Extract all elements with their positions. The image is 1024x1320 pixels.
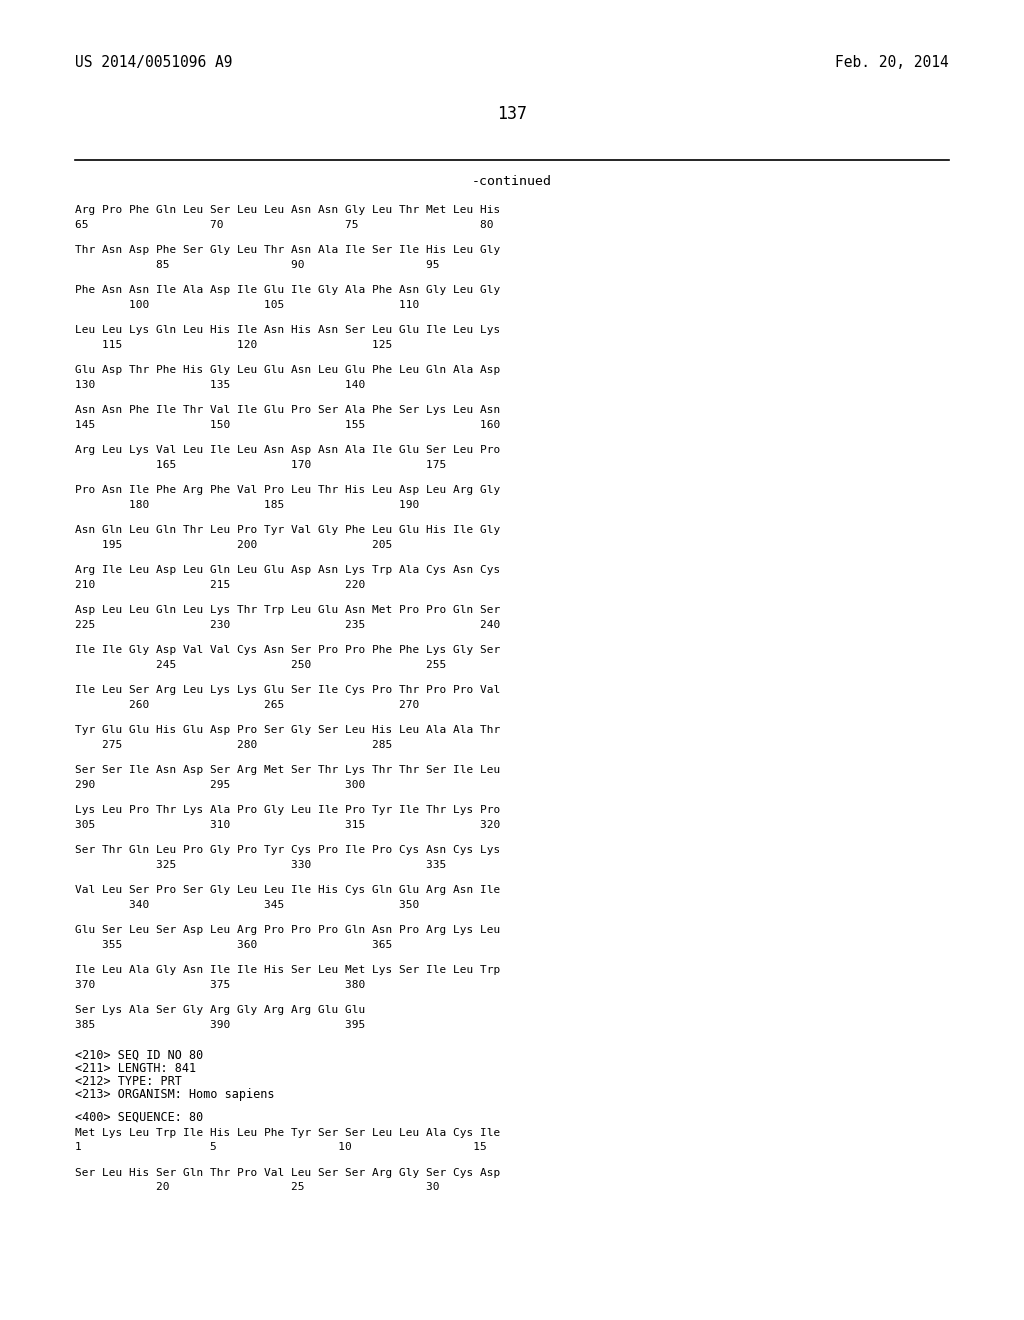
Text: <213> ORGANISM: Homo sapiens: <213> ORGANISM: Homo sapiens (75, 1088, 274, 1101)
Text: Leu Leu Lys Gln Leu His Ile Asn His Asn Ser Leu Glu Ile Leu Lys: Leu Leu Lys Gln Leu His Ile Asn His Asn … (75, 325, 501, 335)
Text: 195                 200                 205: 195 200 205 (75, 540, 392, 549)
Text: 305                 310                 315                 320: 305 310 315 320 (75, 820, 501, 829)
Text: <400> SEQUENCE: 80: <400> SEQUENCE: 80 (75, 1111, 203, 1125)
Text: Ile Leu Ser Arg Leu Lys Lys Glu Ser Ile Cys Pro Thr Pro Pro Val: Ile Leu Ser Arg Leu Lys Lys Glu Ser Ile … (75, 685, 501, 696)
Text: Ser Thr Gln Leu Pro Gly Pro Tyr Cys Pro Ile Pro Cys Asn Cys Lys: Ser Thr Gln Leu Pro Gly Pro Tyr Cys Pro … (75, 845, 501, 855)
Text: 65                  70                  75                  80: 65 70 75 80 (75, 219, 494, 230)
Text: US 2014/0051096 A9: US 2014/0051096 A9 (75, 55, 232, 70)
Text: 370                 375                 380: 370 375 380 (75, 979, 366, 990)
Text: <210> SEQ ID NO 80: <210> SEQ ID NO 80 (75, 1049, 203, 1063)
Text: 290                 295                 300: 290 295 300 (75, 780, 366, 789)
Text: Asn Gln Leu Gln Thr Leu Pro Tyr Val Gly Phe Leu Glu His Ile Gly: Asn Gln Leu Gln Thr Leu Pro Tyr Val Gly … (75, 525, 501, 535)
Text: Ser Lys Ala Ser Gly Arg Gly Arg Arg Glu Glu: Ser Lys Ala Ser Gly Arg Gly Arg Arg Glu … (75, 1005, 366, 1015)
Text: Ser Ser Ile Asn Asp Ser Arg Met Ser Thr Lys Thr Thr Ser Ile Leu: Ser Ser Ile Asn Asp Ser Arg Met Ser Thr … (75, 766, 501, 775)
Text: 115                 120                 125: 115 120 125 (75, 339, 392, 350)
Text: 385                 390                 395: 385 390 395 (75, 1019, 366, 1030)
Text: <212> TYPE: PRT: <212> TYPE: PRT (75, 1074, 182, 1088)
Text: Asn Asn Phe Ile Thr Val Ile Glu Pro Ser Ala Phe Ser Lys Leu Asn: Asn Asn Phe Ile Thr Val Ile Glu Pro Ser … (75, 405, 501, 414)
Text: 180                 185                 190: 180 185 190 (75, 499, 419, 510)
Text: 1                   5                  10                  15: 1 5 10 15 (75, 1143, 486, 1152)
Text: <211> LENGTH: 841: <211> LENGTH: 841 (75, 1063, 197, 1074)
Text: 340                 345                 350: 340 345 350 (75, 899, 419, 909)
Text: 325                 330                 335: 325 330 335 (75, 859, 446, 870)
Text: 85                  90                  95: 85 90 95 (75, 260, 439, 269)
Text: Glu Ser Leu Ser Asp Leu Arg Pro Pro Pro Gln Asn Pro Arg Lys Leu: Glu Ser Leu Ser Asp Leu Arg Pro Pro Pro … (75, 925, 501, 935)
Text: Asp Leu Leu Gln Leu Lys Thr Trp Leu Glu Asn Met Pro Pro Gln Ser: Asp Leu Leu Gln Leu Lys Thr Trp Leu Glu … (75, 605, 501, 615)
Text: Feb. 20, 2014: Feb. 20, 2014 (836, 55, 949, 70)
Text: 210                 215                 220: 210 215 220 (75, 579, 366, 590)
Text: 165                 170                 175: 165 170 175 (75, 459, 446, 470)
Text: Ser Leu His Ser Gln Thr Pro Val Leu Ser Ser Arg Gly Ser Cys Asp: Ser Leu His Ser Gln Thr Pro Val Leu Ser … (75, 1168, 501, 1177)
Text: 355                 360                 365: 355 360 365 (75, 940, 392, 949)
Text: Pro Asn Ile Phe Arg Phe Val Pro Leu Thr His Leu Asp Leu Arg Gly: Pro Asn Ile Phe Arg Phe Val Pro Leu Thr … (75, 484, 501, 495)
Text: Glu Asp Thr Phe His Gly Leu Glu Asn Leu Glu Phe Leu Gln Ala Asp: Glu Asp Thr Phe His Gly Leu Glu Asn Leu … (75, 366, 501, 375)
Text: 275                 280                 285: 275 280 285 (75, 739, 392, 750)
Text: Met Lys Leu Trp Ile His Leu Phe Tyr Ser Ser Leu Leu Ala Cys Ile: Met Lys Leu Trp Ile His Leu Phe Tyr Ser … (75, 1129, 501, 1138)
Text: Ile Leu Ala Gly Asn Ile Ile His Ser Leu Met Lys Ser Ile Leu Trp: Ile Leu Ala Gly Asn Ile Ile His Ser Leu … (75, 965, 501, 975)
Text: Arg Ile Leu Asp Leu Gln Leu Glu Asp Asn Lys Trp Ala Cys Asn Cys: Arg Ile Leu Asp Leu Gln Leu Glu Asp Asn … (75, 565, 501, 576)
Text: Thr Asn Asp Phe Ser Gly Leu Thr Asn Ala Ile Ser Ile His Leu Gly: Thr Asn Asp Phe Ser Gly Leu Thr Asn Ala … (75, 246, 501, 255)
Text: 225                 230                 235                 240: 225 230 235 240 (75, 619, 501, 630)
Text: 20                  25                  30: 20 25 30 (75, 1183, 439, 1192)
Text: -continued: -continued (472, 176, 552, 187)
Text: Phe Asn Asn Ile Ala Asp Ile Glu Ile Gly Ala Phe Asn Gly Leu Gly: Phe Asn Asn Ile Ala Asp Ile Glu Ile Gly … (75, 285, 501, 294)
Text: Ile Ile Gly Asp Val Val Cys Asn Ser Pro Pro Phe Phe Lys Gly Ser: Ile Ile Gly Asp Val Val Cys Asn Ser Pro … (75, 645, 501, 655)
Text: 137: 137 (497, 106, 527, 123)
Text: Lys Leu Pro Thr Lys Ala Pro Gly Leu Ile Pro Tyr Ile Thr Lys Pro: Lys Leu Pro Thr Lys Ala Pro Gly Leu Ile … (75, 805, 501, 814)
Text: 145                 150                 155                 160: 145 150 155 160 (75, 420, 501, 429)
Text: Arg Pro Phe Gln Leu Ser Leu Leu Asn Asn Gly Leu Thr Met Leu His: Arg Pro Phe Gln Leu Ser Leu Leu Asn Asn … (75, 205, 501, 215)
Text: 100                 105                 110: 100 105 110 (75, 300, 419, 309)
Text: 245                 250                 255: 245 250 255 (75, 660, 446, 669)
Text: 260                 265                 270: 260 265 270 (75, 700, 419, 710)
Text: Val Leu Ser Pro Ser Gly Leu Leu Ile His Cys Gln Glu Arg Asn Ile: Val Leu Ser Pro Ser Gly Leu Leu Ile His … (75, 884, 501, 895)
Text: Arg Leu Lys Val Leu Ile Leu Asn Asp Asn Ala Ile Glu Ser Leu Pro: Arg Leu Lys Val Leu Ile Leu Asn Asp Asn … (75, 445, 501, 455)
Text: Tyr Glu Glu His Glu Asp Pro Ser Gly Ser Leu His Leu Ala Ala Thr: Tyr Glu Glu His Glu Asp Pro Ser Gly Ser … (75, 725, 501, 735)
Text: 130                 135                 140: 130 135 140 (75, 380, 366, 389)
